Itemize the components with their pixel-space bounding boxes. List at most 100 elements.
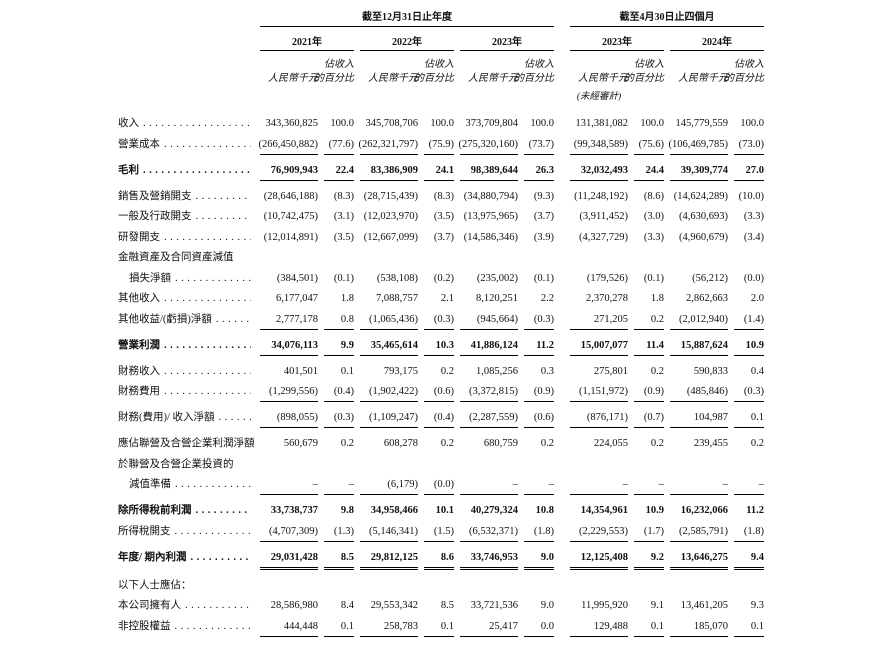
pct-cell: (1.7) — [634, 524, 664, 542]
amount-cell: 13,461,205 — [680, 600, 728, 611]
row-label-text: 損失淨額 — [129, 272, 171, 284]
pct-cell: 0.1 — [340, 365, 354, 377]
table-row: 財務(費用)/ 收入淨額 (898,055) (0.3) (1,109,247) (0.… — [118, 410, 770, 428]
amount-cell: 25,417 — [460, 619, 518, 637]
pct-cell: (9.3) — [533, 190, 554, 202]
pct-cell: 8.4 — [340, 600, 354, 611]
amount-cell: 35,465,614 — [360, 338, 418, 356]
amount-cell: 32,032,493 — [570, 163, 628, 181]
pct-cell: 8.5 — [440, 600, 454, 611]
row-label: 年度/ 期內利潤 — [118, 550, 254, 568]
pct-cell: (0.4) — [424, 410, 454, 428]
amount-cell: 34,076,113 — [260, 338, 318, 356]
pct-cell: (0.1) — [643, 272, 664, 284]
pct-cell: 9.2 — [634, 550, 664, 570]
amount-cell: (485,846) — [670, 384, 728, 402]
row-label-text: 毛利 — [118, 164, 139, 176]
pct-cell: (0.9) — [524, 384, 554, 402]
row-label: 財務收入 — [118, 364, 254, 380]
dot-leader — [196, 503, 252, 519]
interim-2023-header: 2023年 — [570, 29, 664, 51]
pct-cell: 0.2 — [340, 438, 354, 449]
row-label-text: 年度/ 期內利潤 — [118, 551, 187, 563]
dot-leader — [164, 137, 251, 153]
pct-cell: 9.0 — [524, 550, 554, 570]
row-label-text: 收入 — [118, 118, 139, 129]
table-row: 財務費用 (1,299,556) (0.4) (1,902,422) (0.6) (3,3… — [118, 384, 770, 402]
amount-cell: 2,862,663 — [686, 293, 728, 304]
row-label-text: 其他收入 — [118, 293, 160, 304]
row-label: 收入 — [118, 116, 254, 132]
dot-leader — [219, 410, 251, 426]
amount-cell: (2,012,940) — [670, 312, 728, 330]
amount-cell: 104,987 — [670, 410, 728, 428]
pct-cell: (8.3) — [433, 190, 454, 202]
amount-cell: 1,085,256 — [476, 365, 518, 377]
dot-leader — [175, 524, 252, 540]
pct-cell: (0.9) — [634, 384, 664, 402]
dot-leader — [175, 619, 252, 635]
amount-cell: (12,014,891) — [263, 231, 318, 243]
pct-cell: 2.1 — [440, 293, 454, 304]
amount-cell: (14,624,289) — [673, 190, 728, 202]
table-row: 營業利潤 34,076,113 9.9 35,465,614 10.3 41,886,12… — [118, 338, 770, 356]
amount-unit-label: 人民幣千元 — [578, 73, 628, 84]
row-label: 其他收入 — [118, 291, 254, 307]
amount-cell: 33,746,953 — [460, 550, 518, 570]
table-row: 其他收入 6,177,047 1.8 7,088,757 2.1 8,120,251 2.2… — [118, 291, 770, 307]
pct-cell: 8.5 — [324, 550, 354, 570]
amount-cell: 83,386,909 — [360, 163, 418, 181]
pct-of-revenue-label: 佔收入 的百分比 — [414, 59, 454, 84]
pct-cell: 0.3 — [540, 365, 554, 377]
pct-cell: 9.8 — [340, 505, 354, 516]
pct-cell: 0.1 — [424, 619, 454, 637]
amount-cell: (2,287,559) — [460, 410, 518, 428]
amount-cell: (538,108) — [376, 272, 418, 284]
amount-cell: (1,151,972) — [570, 384, 628, 402]
dot-leader — [216, 312, 251, 328]
pct-cell: (1.3) — [324, 524, 354, 542]
amount-cell: 131,381,082 — [575, 118, 629, 129]
table-row: 收入 343,360,825 100.0 345,708,706 100.0 373,70… — [118, 116, 770, 132]
amount-cell: 185,070 — [670, 619, 728, 637]
dot-leader — [143, 163, 251, 179]
amount-cell: (275,320,160) — [459, 137, 518, 155]
pct-cell: 9.1 — [650, 600, 664, 611]
pct-cell: (8.6) — [643, 190, 664, 202]
pct-cell: (0.0) — [424, 477, 454, 495]
row-label: 財務(費用)/ 收入淨額 — [118, 410, 254, 428]
amount-cell: 401,501 — [283, 365, 318, 377]
amount-cell: (13,975,965) — [463, 211, 518, 222]
interim-period-header: 截至4月30日止四個月 — [570, 8, 764, 27]
amount-cell: 590,833 — [693, 365, 728, 377]
amount-cell: – — [260, 477, 318, 495]
row-label: 金融資產及合同資產減值 — [118, 250, 254, 266]
pct-cell: (73.0) — [734, 137, 764, 155]
row-label-text: 應佔聯營及合營企業利潤淨額 — [118, 438, 254, 449]
pct-cell: 0.1 — [734, 410, 764, 428]
pct-cell: 100.0 — [430, 118, 454, 129]
amount-cell: 2,370,278 — [586, 293, 628, 304]
row-label: 以下人士應佔： — [118, 578, 254, 594]
column-unit-header-row: 人民幣千元 佔收入 的百分比 人民幣千元 佔收入 的百分比 人民幣千元 佔收入 的百分… — [118, 58, 770, 86]
row-label: 損失淨額 — [118, 271, 254, 287]
pct-cell: 0.1 — [734, 619, 764, 637]
pct-cell: (3.7) — [433, 231, 454, 243]
amount-cell: 345,708,706 — [365, 118, 419, 129]
row-label: 應佔聯營及合營企業利潤淨額 — [118, 436, 254, 452]
amount-cell: 29,553,342 — [370, 600, 418, 611]
amount-cell: 28,586,980 — [270, 600, 318, 611]
row-label-text: 除所得稅前利潤 — [118, 505, 192, 516]
amount-cell: 2,777,178 — [260, 312, 318, 330]
row-label: 研發開支 — [118, 230, 254, 246]
amount-cell: 7,088,757 — [376, 293, 418, 304]
row-label: 非控股權益 — [118, 619, 254, 637]
dot-leader — [175, 271, 251, 287]
pct-cell: 100.0 — [330, 118, 354, 129]
row-label-text: 營業成本 — [118, 138, 160, 150]
table-row: 所得稅開支 (4,707,309) (1.3) (5,146,341) (1.5) (6,… — [118, 524, 770, 542]
amount-cell: (28,646,188) — [263, 190, 318, 202]
amount-cell: 258,783 — [360, 619, 418, 637]
pct-cell: – — [524, 477, 554, 495]
amount-cell: (4,707,309) — [260, 524, 318, 542]
